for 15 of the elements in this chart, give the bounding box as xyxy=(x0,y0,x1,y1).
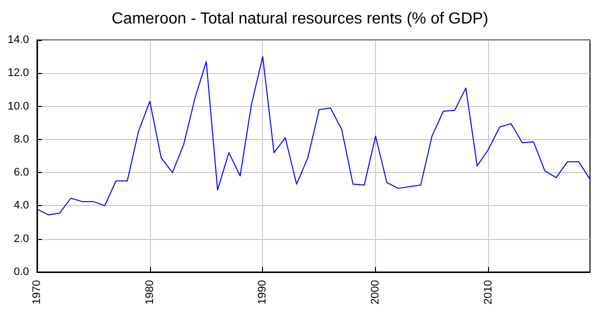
x-tick-label: 1990 xyxy=(256,280,269,304)
y-tick-label: 12.0 xyxy=(8,67,29,80)
x-tick-label: 2010 xyxy=(482,280,494,304)
y-tick-label: 10.0 xyxy=(8,100,29,112)
y-tick-label: 14.0 xyxy=(8,34,29,46)
y-tick-label: 2.0 xyxy=(14,232,29,245)
y-tick-label: 6.0 xyxy=(14,166,29,179)
x-tick-label: 1980 xyxy=(144,280,156,304)
y-tick-label: 4.0 xyxy=(14,200,29,212)
x-tick-label: 1970 xyxy=(31,280,43,304)
y-tick-label: 0.0 xyxy=(14,266,29,278)
line-series xyxy=(36,56,590,216)
y-tick-label: 8.0 xyxy=(14,133,29,146)
chart-title: Cameroon - Total natural resources rents (% of GDP) xyxy=(112,10,488,28)
x-tick-label: 2000 xyxy=(370,280,382,304)
